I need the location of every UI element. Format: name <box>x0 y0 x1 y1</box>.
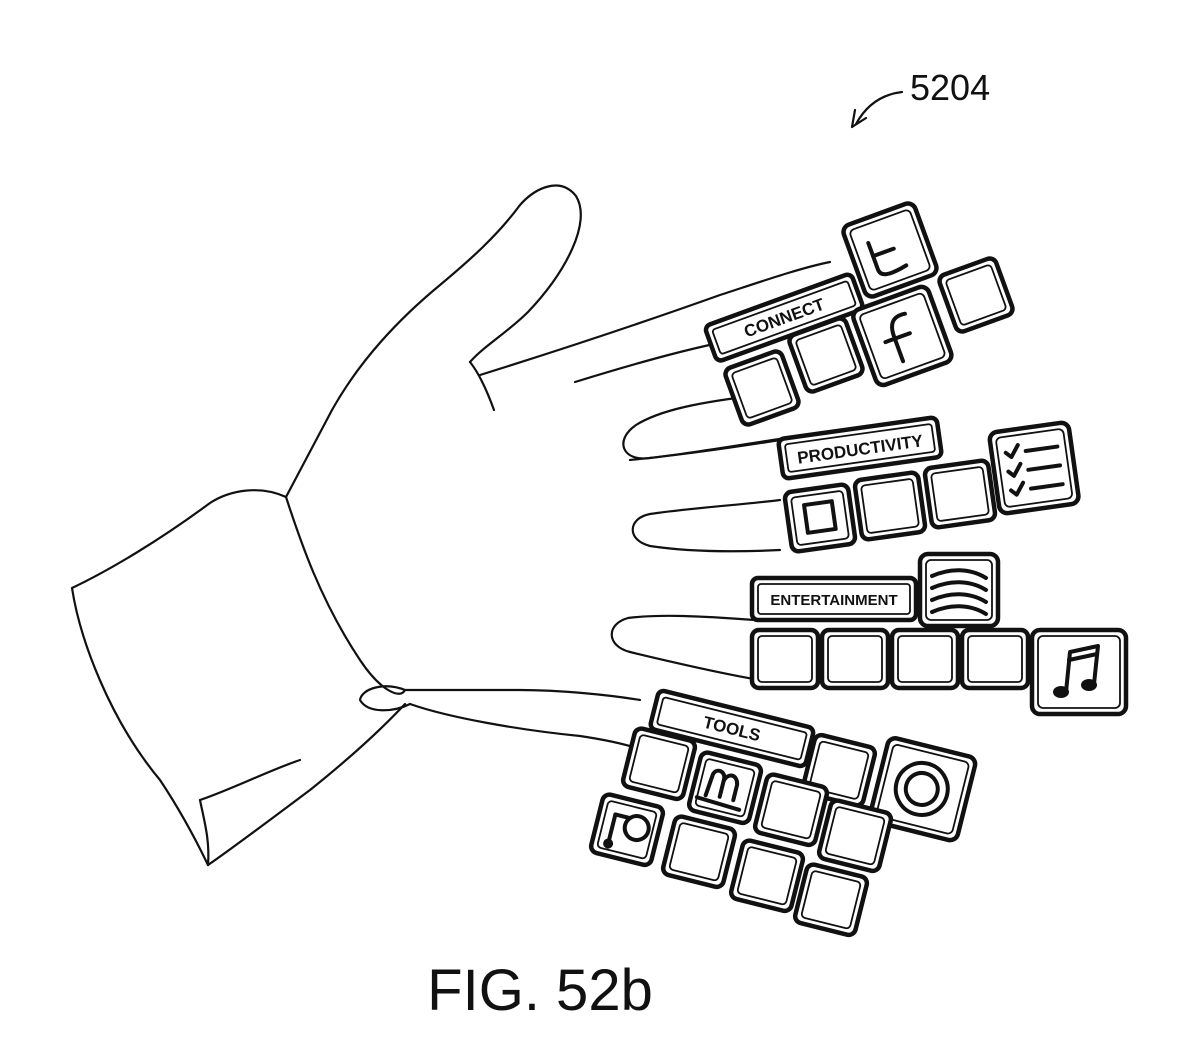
tools-tile-4[interactable] <box>816 798 894 874</box>
tape-tile[interactable] <box>686 750 764 826</box>
reference-marker: 5204 <box>850 67 990 129</box>
productivity-label-button[interactable]: PRODUCTIVITY <box>776 415 944 481</box>
stop-square-icon <box>802 499 838 535</box>
tools-tile-2[interactable] <box>620 726 698 802</box>
index-finger-outline <box>478 260 832 377</box>
spool-icon <box>603 812 651 849</box>
productivity-tile-1[interactable] <box>852 470 928 542</box>
tools-label-button[interactable]: TOOLS <box>648 688 816 769</box>
connect-tile-3[interactable] <box>723 349 801 427</box>
checklist-icon <box>1003 443 1065 497</box>
twitter-tile[interactable] <box>841 201 939 299</box>
tools-tile-6[interactable] <box>728 838 806 914</box>
sleeve-outline <box>70 489 288 867</box>
twitter-icon <box>866 241 909 277</box>
productivity-menu: PRODUCTIVITY <box>776 415 1081 554</box>
spool-tile[interactable] <box>588 792 666 868</box>
checklist-tile[interactable] <box>987 420 1081 516</box>
music-note-icon <box>1053 644 1100 698</box>
target-ring-icon <box>893 760 950 817</box>
connect-menu: CONNECT <box>703 201 1015 427</box>
connect-tile-1[interactable] <box>937 256 1015 334</box>
audio-waves-icon <box>930 568 988 616</box>
tape-icon <box>694 768 742 812</box>
thumb-outline <box>284 184 582 499</box>
music-note-tile[interactable] <box>1029 627 1129 717</box>
ring-finger-outline <box>631 498 782 553</box>
tools-menu: TOOLS <box>588 688 978 938</box>
entertainment-tile-2[interactable] <box>819 627 891 691</box>
tools-tile-5[interactable] <box>660 814 738 890</box>
target-ring-tile[interactable] <box>868 736 978 843</box>
little-finger-outline <box>610 614 762 682</box>
facebook-icon <box>883 311 912 364</box>
entertainment-tile-4[interactable] <box>959 627 1031 691</box>
entertainment-menu: ENTERTAINMENT <box>749 551 1129 717</box>
audio-waves-tile[interactable] <box>917 551 1001 629</box>
tools-tile-3[interactable] <box>752 772 830 848</box>
reference-number: 5204 <box>910 67 990 108</box>
stop-square-tile[interactable] <box>782 482 858 554</box>
facebook-tile[interactable] <box>851 284 954 388</box>
tools-tile-7[interactable] <box>792 862 870 938</box>
figure-caption: FIG. 52b <box>427 958 653 1023</box>
hand-outline <box>70 184 832 867</box>
productivity-tile-2[interactable] <box>922 458 998 530</box>
entertainment-tile-3[interactable] <box>889 627 961 691</box>
entertainment-label-button[interactable]: ENTERTAINMENT <box>749 575 919 623</box>
entertainment-tile-1[interactable] <box>749 627 821 691</box>
entertainment-label: ENTERTAINMENT <box>770 592 897 609</box>
connect-tile-2[interactable] <box>787 316 865 394</box>
